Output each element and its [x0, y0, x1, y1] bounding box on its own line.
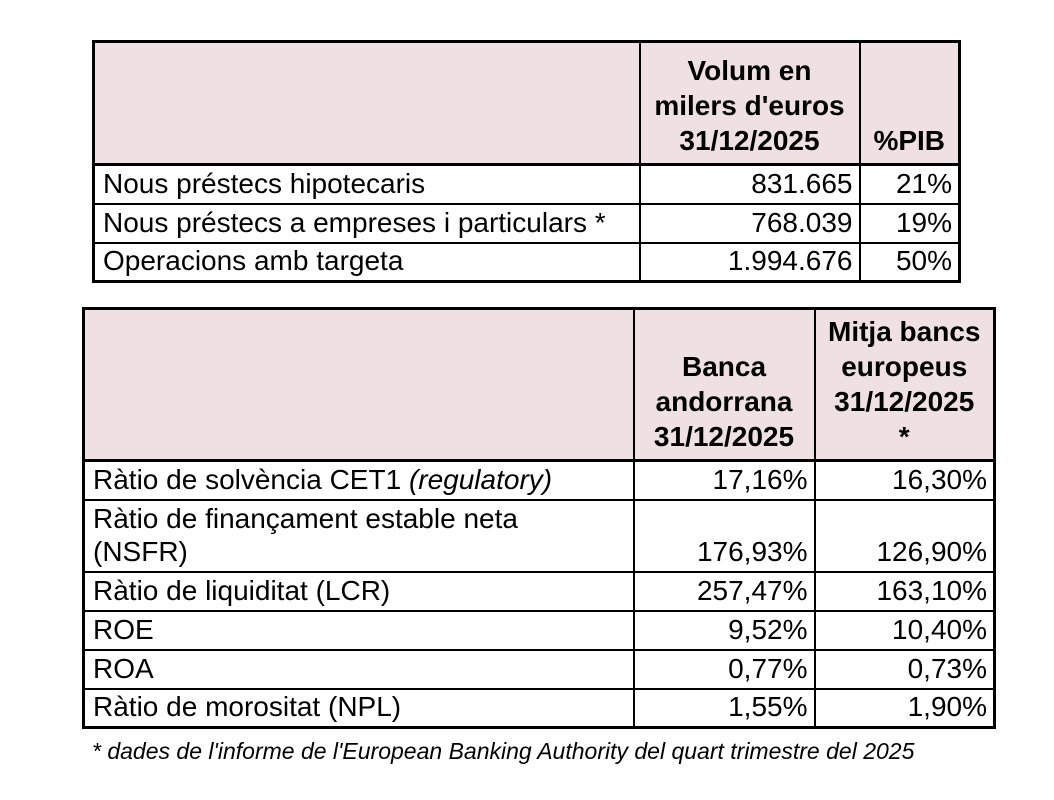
- row-andorra-value: 1,55%: [632, 687, 816, 729]
- volume-header-empty-cell: [92, 40, 641, 166]
- row-andorra-value: 176,93%: [632, 498, 816, 573]
- row-europe-value: 16,30%: [813, 459, 996, 501]
- row-europe-value: 10,40%: [813, 609, 996, 651]
- row-label-italic-text: (regulatory): [408, 463, 553, 495]
- table-row: ROE 9,52% 10,40%: [82, 609, 996, 651]
- row-label: Ràtio de finançament estable neta (NSFR): [82, 498, 635, 573]
- table-row: Ràtio de finançament estable neta (NSFR)…: [82, 498, 996, 573]
- row-pib-value: 50%: [858, 241, 961, 283]
- row-label: Operacions amb targeta: [92, 241, 641, 283]
- ratios-table: Banca andorrana 31/12/2025 Mitja bancs e…: [82, 307, 996, 729]
- row-europe-value: 126,90%: [813, 498, 996, 573]
- row-volume-value: 831.665: [638, 163, 861, 205]
- ratios-header-empty-cell: [82, 307, 635, 462]
- ratios-header-andorra-cell: Banca andorrana 31/12/2025: [632, 307, 816, 462]
- row-europe-value: 1,90%: [813, 687, 996, 729]
- table-row: Ràtio de liquiditat (LCR) 257,47% 163,10…: [82, 570, 996, 612]
- row-andorra-value: 257,47%: [632, 570, 816, 612]
- table-row: Ràtio de solvència CET1 (regulatory) 17,…: [82, 459, 996, 501]
- table-row: Ràtio de morositat (NPL) 1,55% 1,90%: [82, 687, 996, 729]
- volume-table: Volum en milers d'euros 31/12/2025 %PIB …: [92, 40, 961, 283]
- row-label: Ràtio de morositat (NPL): [82, 687, 635, 729]
- footnote: * dades de l'informe de l'European Banki…: [92, 738, 915, 764]
- row-pib-value: 19%: [858, 202, 961, 244]
- ratios-table-header-row: Banca andorrana 31/12/2025 Mitja bancs e…: [82, 307, 996, 462]
- row-label: Nous préstecs hipotecaris: [92, 163, 641, 205]
- row-volume-value: 768.039: [638, 202, 861, 244]
- volume-table-header-row: Volum en milers d'euros 31/12/2025 %PIB: [92, 40, 961, 166]
- row-andorra-value: 17,16%: [632, 459, 816, 501]
- ratios-header-europe-cell: Mitja bancs europeus 31/12/2025 *: [813, 307, 996, 462]
- table-row: Nous préstecs a empreses i particulars *…: [92, 202, 961, 244]
- row-label: ROE: [82, 609, 635, 651]
- row-volume-value: 1.994.676: [638, 241, 861, 283]
- table-row: Nous préstecs hipotecaris 831.665 21%: [92, 163, 961, 205]
- row-label: Ràtio de solvència CET1 (regulatory): [82, 459, 635, 501]
- table-row: Operacions amb targeta 1.994.676 50%: [92, 241, 961, 283]
- row-europe-value: 0,73%: [813, 648, 996, 690]
- row-label: Nous préstecs a empreses i particulars *: [92, 202, 641, 244]
- row-label: Ràtio de liquiditat (LCR): [82, 570, 635, 612]
- row-andorra-value: 0,77%: [632, 648, 816, 690]
- table-row: ROA 0,77% 0,73%: [82, 648, 996, 690]
- row-andorra-value: 9,52%: [632, 609, 816, 651]
- row-label: ROA: [82, 648, 635, 690]
- row-europe-value: 163,10%: [813, 570, 996, 612]
- volume-header-pib-cell: %PIB: [858, 40, 961, 166]
- row-pib-value: 21%: [858, 163, 961, 205]
- row-label-text: Ràtio de solvència CET1: [93, 463, 409, 495]
- volume-header-volume-cell: Volum en milers d'euros 31/12/2025: [638, 40, 861, 166]
